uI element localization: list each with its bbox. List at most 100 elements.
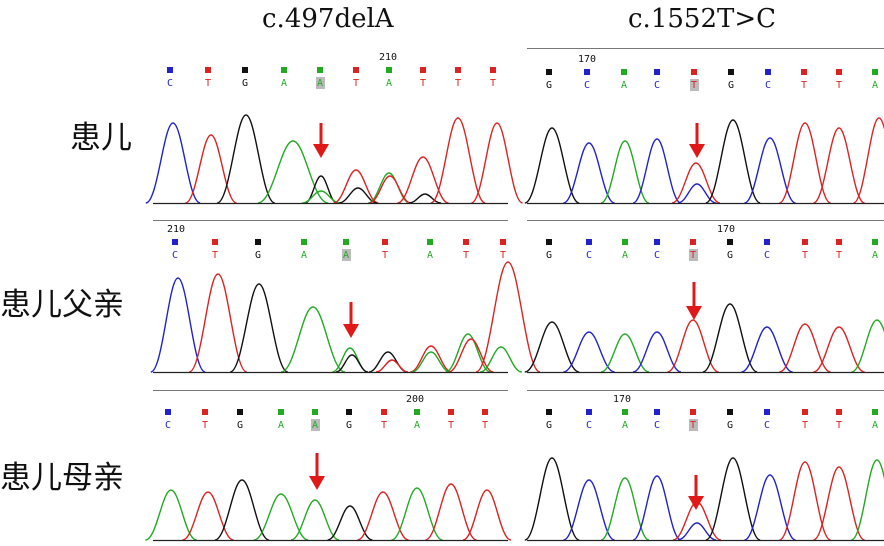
trace-peak <box>524 457 580 541</box>
base-position-number: 170 <box>613 394 631 405</box>
base-call: C <box>654 69 660 91</box>
base-call: C <box>765 69 771 91</box>
base-call: T <box>420 67 426 89</box>
base-call: A <box>872 409 878 431</box>
trace-peak <box>304 175 338 204</box>
base-call: T <box>690 69 699 91</box>
svg-text:T: T <box>353 78 359 89</box>
base-call: A <box>414 409 420 431</box>
svg-text:T: T <box>500 250 506 261</box>
base-call: G <box>346 409 352 431</box>
svg-text:A: A <box>872 80 878 91</box>
svg-text:T: T <box>802 420 808 431</box>
trace-peak <box>744 137 796 204</box>
base-call: C <box>584 69 590 91</box>
svg-text:T: T <box>420 78 426 89</box>
trace-peak <box>409 345 453 373</box>
svg-text:A: A <box>622 420 628 431</box>
chromatogram-mother-c497dela: 200 C T G A A G T A T T <box>145 390 512 545</box>
trace-peak <box>185 134 237 204</box>
chromatogram-svg: 170 G C A C T G C T T A <box>524 220 884 374</box>
svg-text:T: T <box>455 78 461 89</box>
svg-text:T: T <box>202 420 208 431</box>
trace-peak <box>214 479 270 541</box>
base-call: T <box>205 67 211 89</box>
base-call: T <box>836 409 842 431</box>
trace-peak <box>408 193 442 204</box>
svg-text:T: T <box>801 80 807 91</box>
svg-text:C: C <box>654 420 660 431</box>
base-call: C <box>586 409 592 431</box>
svg-text:G: G <box>237 420 243 431</box>
trace-peak <box>600 333 650 373</box>
trace-peak <box>600 140 650 204</box>
base-call: T <box>382 239 388 261</box>
trace-peak <box>475 261 541 373</box>
svg-text:C: C <box>586 420 592 431</box>
svg-text:T: T <box>482 420 488 431</box>
svg-text:A: A <box>312 420 318 431</box>
trace-peak <box>563 479 615 541</box>
trace-peak <box>632 475 682 541</box>
trace-peak <box>425 483 477 541</box>
trace-peak <box>600 477 650 541</box>
base-position-number: 210 <box>167 224 185 235</box>
base-call: C <box>764 409 770 431</box>
base-call: T <box>836 239 842 261</box>
base-call: T <box>689 239 698 261</box>
mutation-arrow <box>343 302 359 338</box>
mutation-arrow <box>313 123 329 158</box>
base-call: G <box>728 69 734 91</box>
chromatogram-father-c497dela: 210 C T G A A T A T T <box>150 220 541 375</box>
trace-peak <box>741 326 793 373</box>
chromatogram-svg: 210 C T G A A T A T T <box>150 220 541 374</box>
trace-peak <box>216 114 276 204</box>
mutation-arrow <box>686 282 702 320</box>
svg-text:C: C <box>654 80 660 91</box>
svg-text:T: T <box>490 78 496 89</box>
row-label-mother: 患儿母亲 <box>0 460 124 496</box>
svg-text:A: A <box>414 420 420 431</box>
svg-text:G: G <box>242 78 248 89</box>
chromatogram-mother-c1552t-c: 170 G C A C T G C T T A <box>524 390 884 545</box>
trace-peak <box>813 466 865 541</box>
chromatogram-father-c1552t-c: 170 G C A C T G C T T A <box>524 220 884 375</box>
trace-peak <box>671 162 721 204</box>
base-call: A <box>621 69 627 91</box>
svg-text:A: A <box>301 250 307 261</box>
trace-peak <box>813 127 865 204</box>
base-call: T <box>202 409 208 431</box>
base-call: T <box>801 69 807 91</box>
svg-text:A: A <box>278 420 284 431</box>
base-call: G <box>546 239 552 261</box>
svg-text:C: C <box>584 80 590 91</box>
trace-peak <box>229 283 289 373</box>
base-call: C <box>167 67 173 89</box>
svg-text:T: T <box>205 78 211 89</box>
base-position-number: 170 <box>578 54 596 65</box>
trace-peak <box>145 489 197 541</box>
variant-base-highlight <box>689 419 698 431</box>
svg-text:G: G <box>546 250 552 261</box>
trace-peak <box>779 323 831 373</box>
svg-text:T: T <box>212 250 218 261</box>
svg-text:A: A <box>427 250 433 261</box>
trace-peak <box>253 493 309 541</box>
variant-base-highlight <box>689 249 698 261</box>
svg-text:G: G <box>346 420 352 431</box>
base-call: T <box>490 67 496 89</box>
trace-peak <box>462 489 512 541</box>
svg-text:T: T <box>463 250 469 261</box>
row-label-father: 患儿父亲 <box>0 287 124 323</box>
base-call: T <box>482 409 488 431</box>
base-call: C <box>654 409 660 431</box>
chromatogram-patient-c497dela: 210 C T G A A T A T T T <box>145 48 523 208</box>
base-position-number: 210 <box>379 52 397 63</box>
row-label-patient: 患儿 <box>70 120 132 156</box>
trace-peak <box>357 491 409 541</box>
trace-peak <box>563 331 615 373</box>
svg-text:T: T <box>802 250 808 261</box>
chromatogram-svg: 170 G C A C T G C T T A <box>524 390 884 542</box>
base-call: T <box>463 239 469 261</box>
svg-text:C: C <box>172 250 178 261</box>
